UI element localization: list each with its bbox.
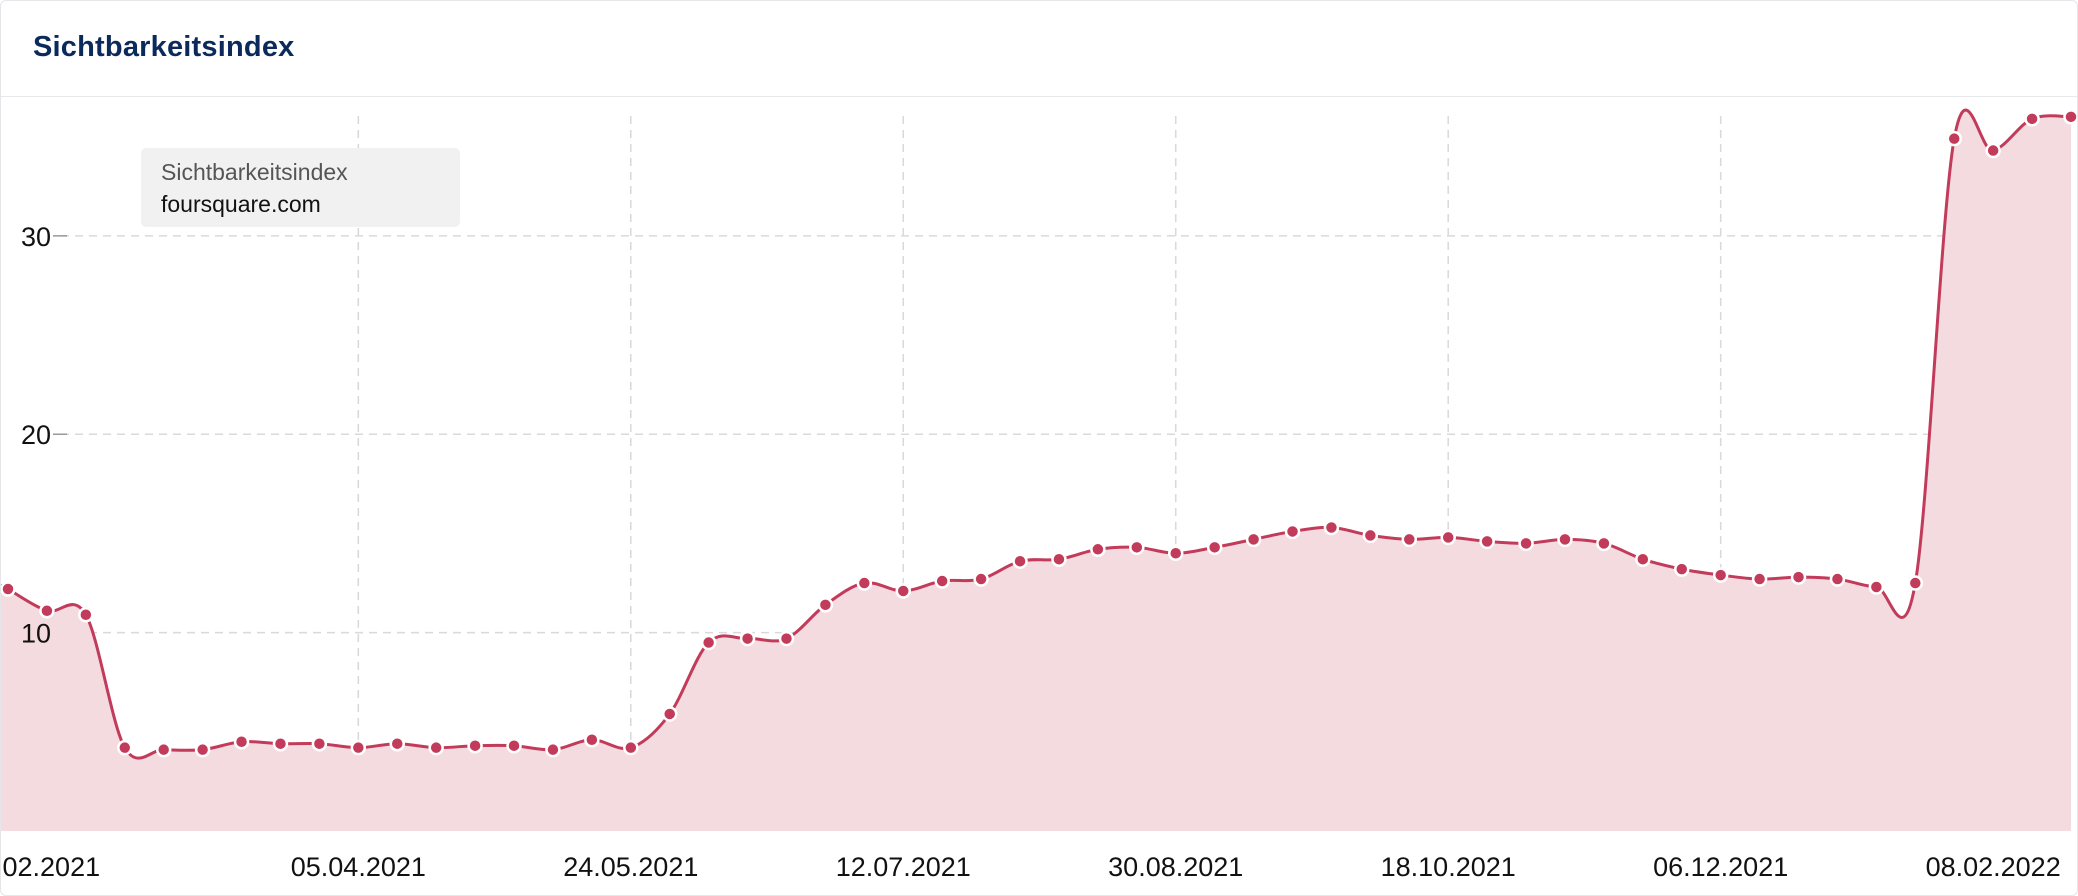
data-point[interactable] [1362, 527, 1379, 544]
data-point[interactable] [467, 737, 483, 754]
data-point[interactable] [1868, 579, 1885, 595]
data-point[interactable] [817, 597, 834, 613]
data-point[interactable] [895, 583, 912, 599]
data-point[interactable] [272, 735, 289, 752]
data-point[interactable] [973, 571, 989, 587]
data-point[interactable] [39, 603, 55, 619]
data-point[interactable] [1946, 130, 1962, 147]
x-tick-label: .02.2021 [1, 852, 100, 882]
data-point[interactable] [1635, 551, 1651, 567]
data-point[interactable] [389, 735, 405, 752]
data-point[interactable] [1790, 569, 1807, 585]
data-point[interactable] [1596, 535, 1612, 552]
data-point[interactable] [778, 630, 795, 647]
data-point[interactable] [934, 573, 950, 589]
data-point[interactable] [1907, 575, 1924, 591]
data-point[interactable] [1012, 553, 1028, 569]
legend-series-name: Sichtbarkeitsindex [161, 159, 348, 185]
y-tick-label: 30 [21, 222, 51, 252]
data-point[interactable] [233, 733, 250, 750]
data-point[interactable] [1401, 531, 1418, 548]
data-point[interactable] [1, 581, 16, 597]
legend: Sichtbarkeitsindex foursquare.com [141, 148, 460, 227]
data-point[interactable] [545, 741, 561, 758]
data-point[interactable] [117, 739, 133, 756]
data-point[interactable] [1518, 535, 1534, 552]
data-point[interactable] [661, 706, 678, 722]
data-point[interactable] [2024, 111, 2040, 127]
chart-header: Sichtbarkeitsindex [1, 1, 2077, 97]
data-point[interactable] [350, 739, 367, 756]
chart-title: Sichtbarkeitsindex [33, 31, 295, 63]
data-point[interactable] [311, 735, 328, 752]
x-tick-label: 18.10.2021 [1381, 852, 1516, 882]
data-point[interactable] [1751, 571, 1768, 587]
data-point[interactable] [1712, 567, 1729, 583]
data-point[interactable] [700, 634, 717, 651]
x-tick-label: 06.12.2021 [1653, 852, 1788, 882]
data-point[interactable] [1129, 539, 1145, 556]
data-point[interactable] [1985, 142, 2001, 159]
data-point[interactable] [1674, 561, 1690, 577]
data-point[interactable] [1051, 551, 1067, 567]
data-point[interactable] [1245, 531, 1262, 548]
data-point[interactable] [1284, 523, 1301, 540]
data-point[interactable] [506, 737, 522, 754]
data-point[interactable] [155, 741, 172, 758]
data-point[interactable] [584, 731, 600, 748]
data-point[interactable] [856, 575, 873, 591]
data-point[interactable] [194, 741, 211, 758]
data-point[interactable] [623, 739, 639, 756]
data-point[interactable] [1557, 531, 1573, 548]
data-point[interactable] [1440, 529, 1456, 546]
x-tick-label: 08.02.2022 [1926, 852, 2061, 882]
data-point[interactable] [1829, 571, 1846, 587]
y-tick-label: 10 [21, 619, 51, 649]
x-tick-label: 30.08.2021 [1108, 852, 1243, 882]
data-point[interactable] [1206, 539, 1223, 556]
data-point[interactable] [428, 739, 444, 756]
data-point[interactable] [78, 607, 94, 623]
legend-domain: foursquare.com [161, 191, 321, 217]
data-point[interactable] [2063, 109, 2078, 125]
data-point[interactable] [1090, 541, 1106, 558]
y-tick-label: 20 [21, 420, 51, 450]
data-point[interactable] [1479, 533, 1495, 550]
x-tick-label: 05.04.2021 [291, 852, 426, 882]
x-tick-label: 24.05.2021 [563, 852, 698, 882]
series-area [1, 110, 2071, 831]
data-point[interactable] [739, 630, 756, 647]
data-point[interactable] [1167, 545, 1184, 562]
x-tick-label: 12.07.2021 [836, 852, 971, 882]
data-point[interactable] [1323, 519, 1340, 536]
